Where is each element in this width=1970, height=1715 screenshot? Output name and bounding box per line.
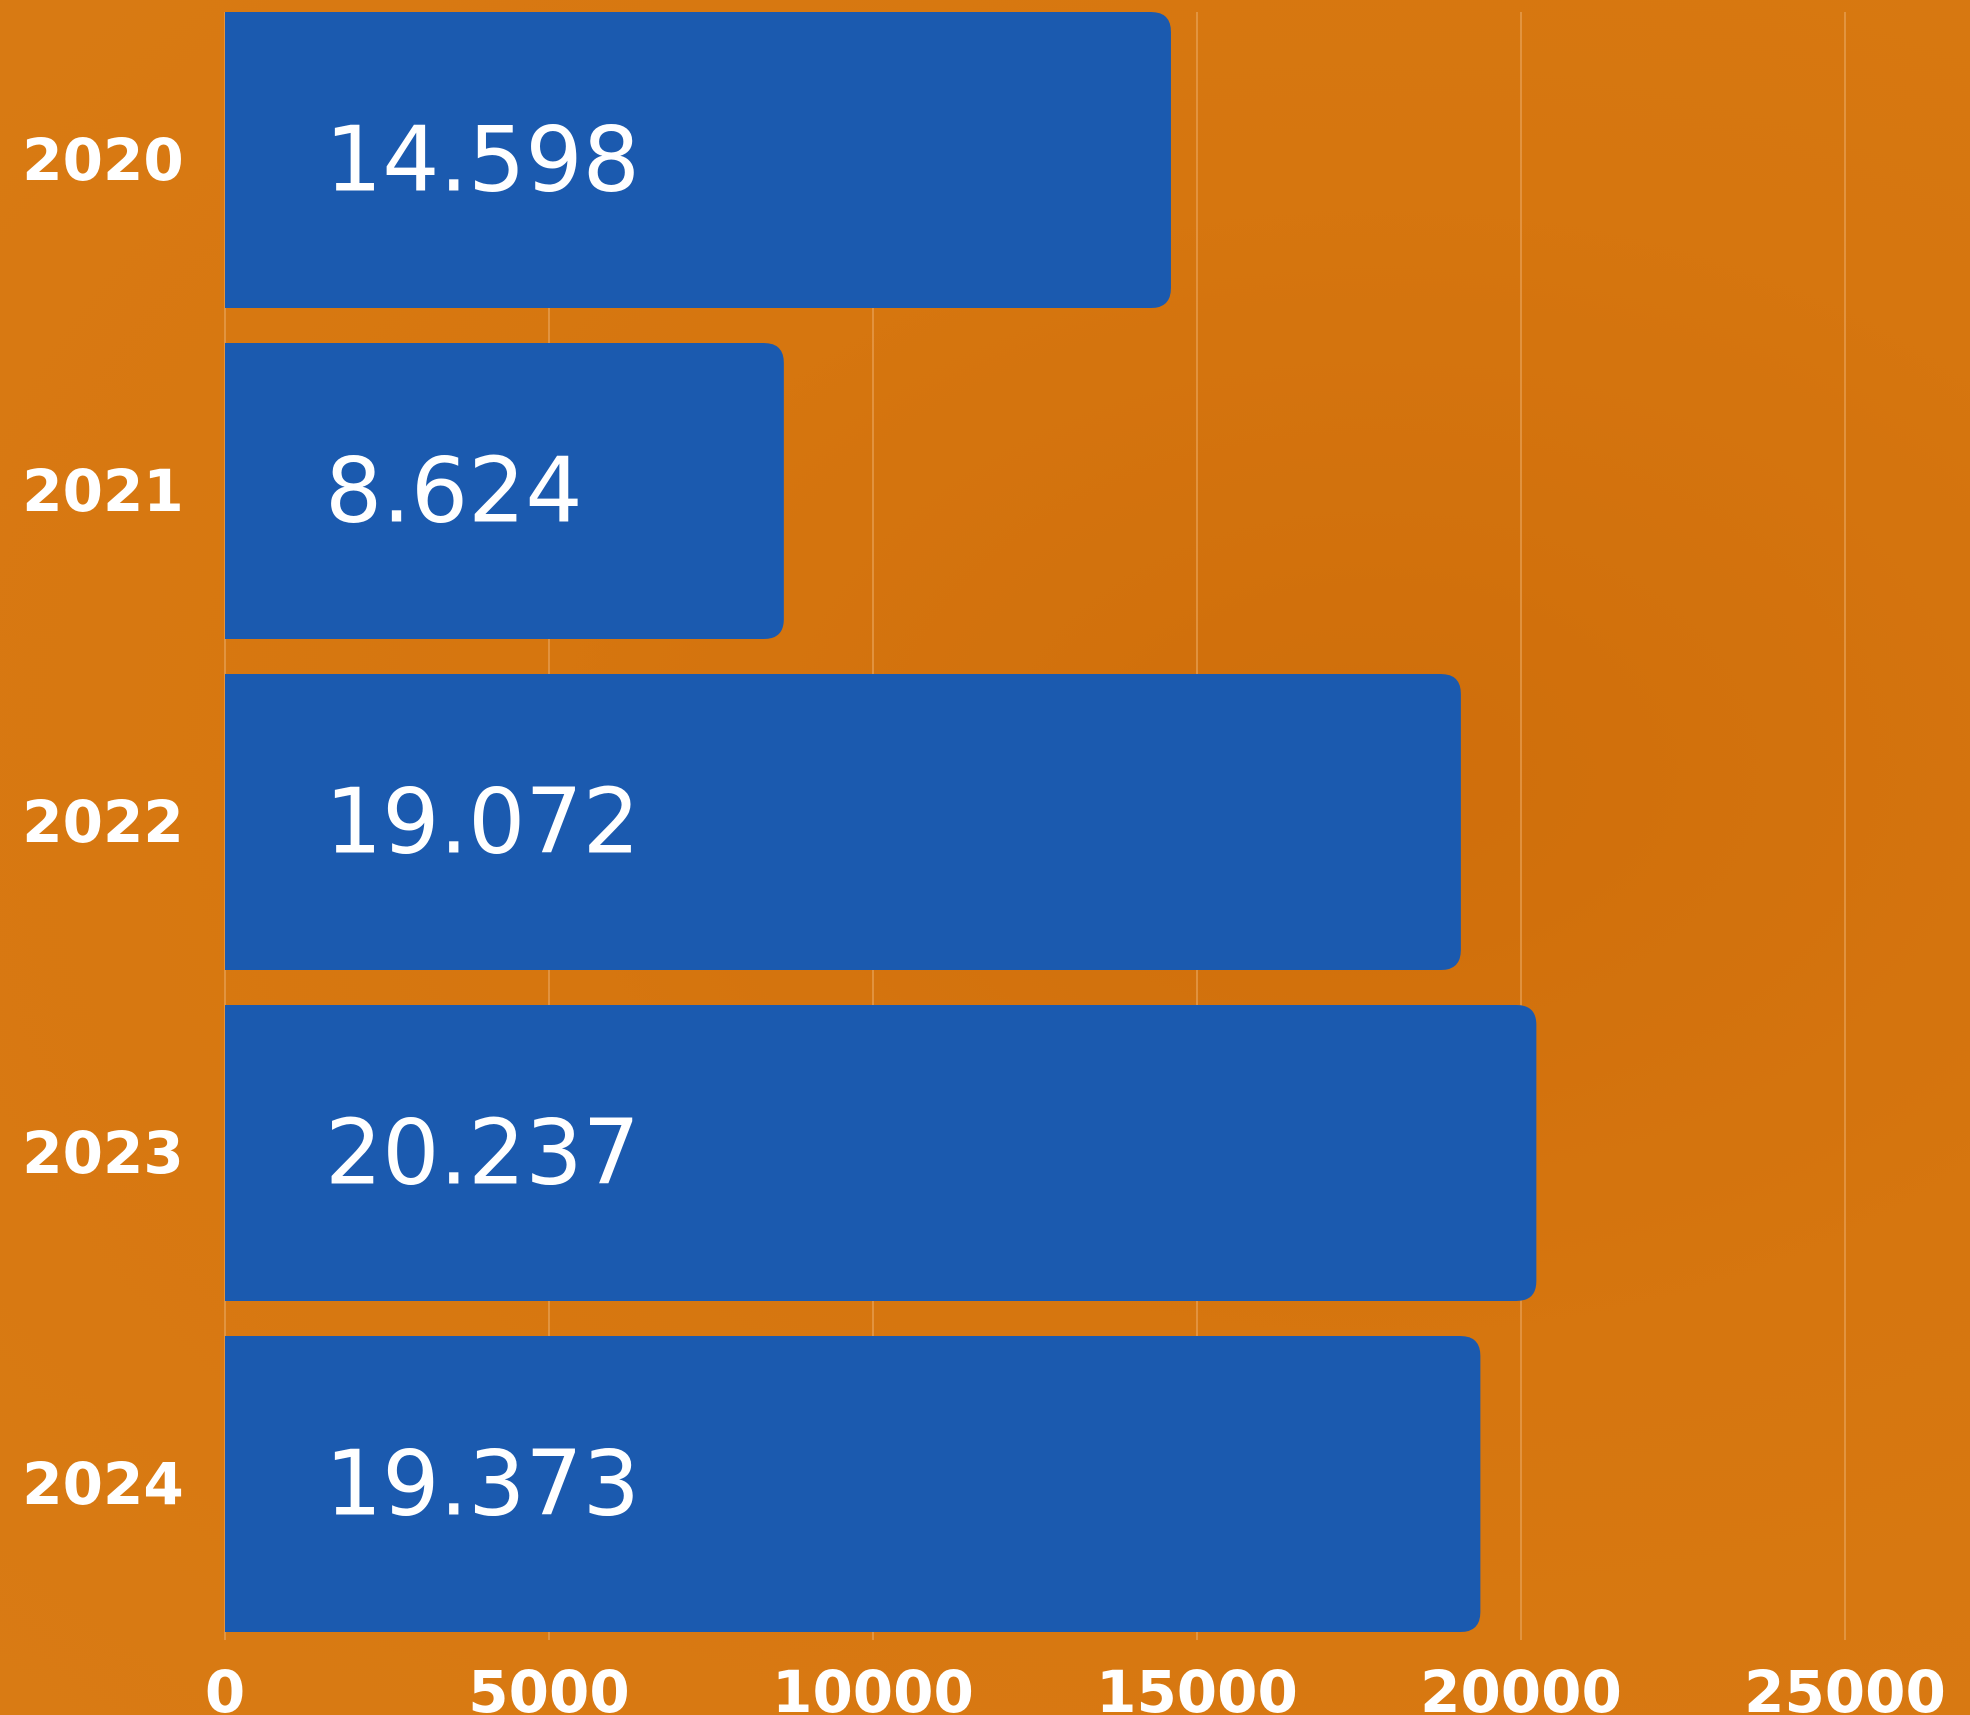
category-label-2020: 2020 (22, 126, 183, 194)
x-tick-label: 5000 (468, 1658, 629, 1715)
data-label-2023: 20.237 (325, 1101, 640, 1206)
category-label-2022: 2022 (22, 788, 183, 856)
category-label-2023: 2023 (22, 1119, 183, 1187)
category-label-2021: 2021 (22, 457, 183, 525)
data-label-2020: 14.598 (325, 108, 640, 213)
bars (225, 12, 1537, 1632)
x-tick-label: 15000 (1096, 1658, 1298, 1715)
data-labels: 14.598 8.624 19.072 20.237 19.373 (325, 108, 640, 1537)
x-tick-label: 20000 (1420, 1658, 1622, 1715)
category-label-2024: 2024 (22, 1450, 183, 1518)
x-tick-label: 0 (205, 1658, 245, 1715)
bar-2024 (225, 1336, 1481, 1632)
bar-2021 (225, 343, 784, 639)
category-axis-labels: 2020 2021 2022 2023 2024 (22, 126, 183, 1518)
data-label-2022: 19.072 (325, 770, 640, 875)
data-label-2021: 8.624 (325, 439, 583, 544)
value-axis-ticks: 0 5000 10000 15000 20000 25000 (205, 1658, 1946, 1715)
x-tick-label: 10000 (772, 1658, 974, 1715)
bar-2020 (225, 12, 1171, 308)
bar-2022 (225, 674, 1461, 970)
x-tick-label: 25000 (1744, 1658, 1946, 1715)
data-label-2024: 19.373 (325, 1432, 640, 1537)
bar-2023 (225, 1005, 1537, 1301)
